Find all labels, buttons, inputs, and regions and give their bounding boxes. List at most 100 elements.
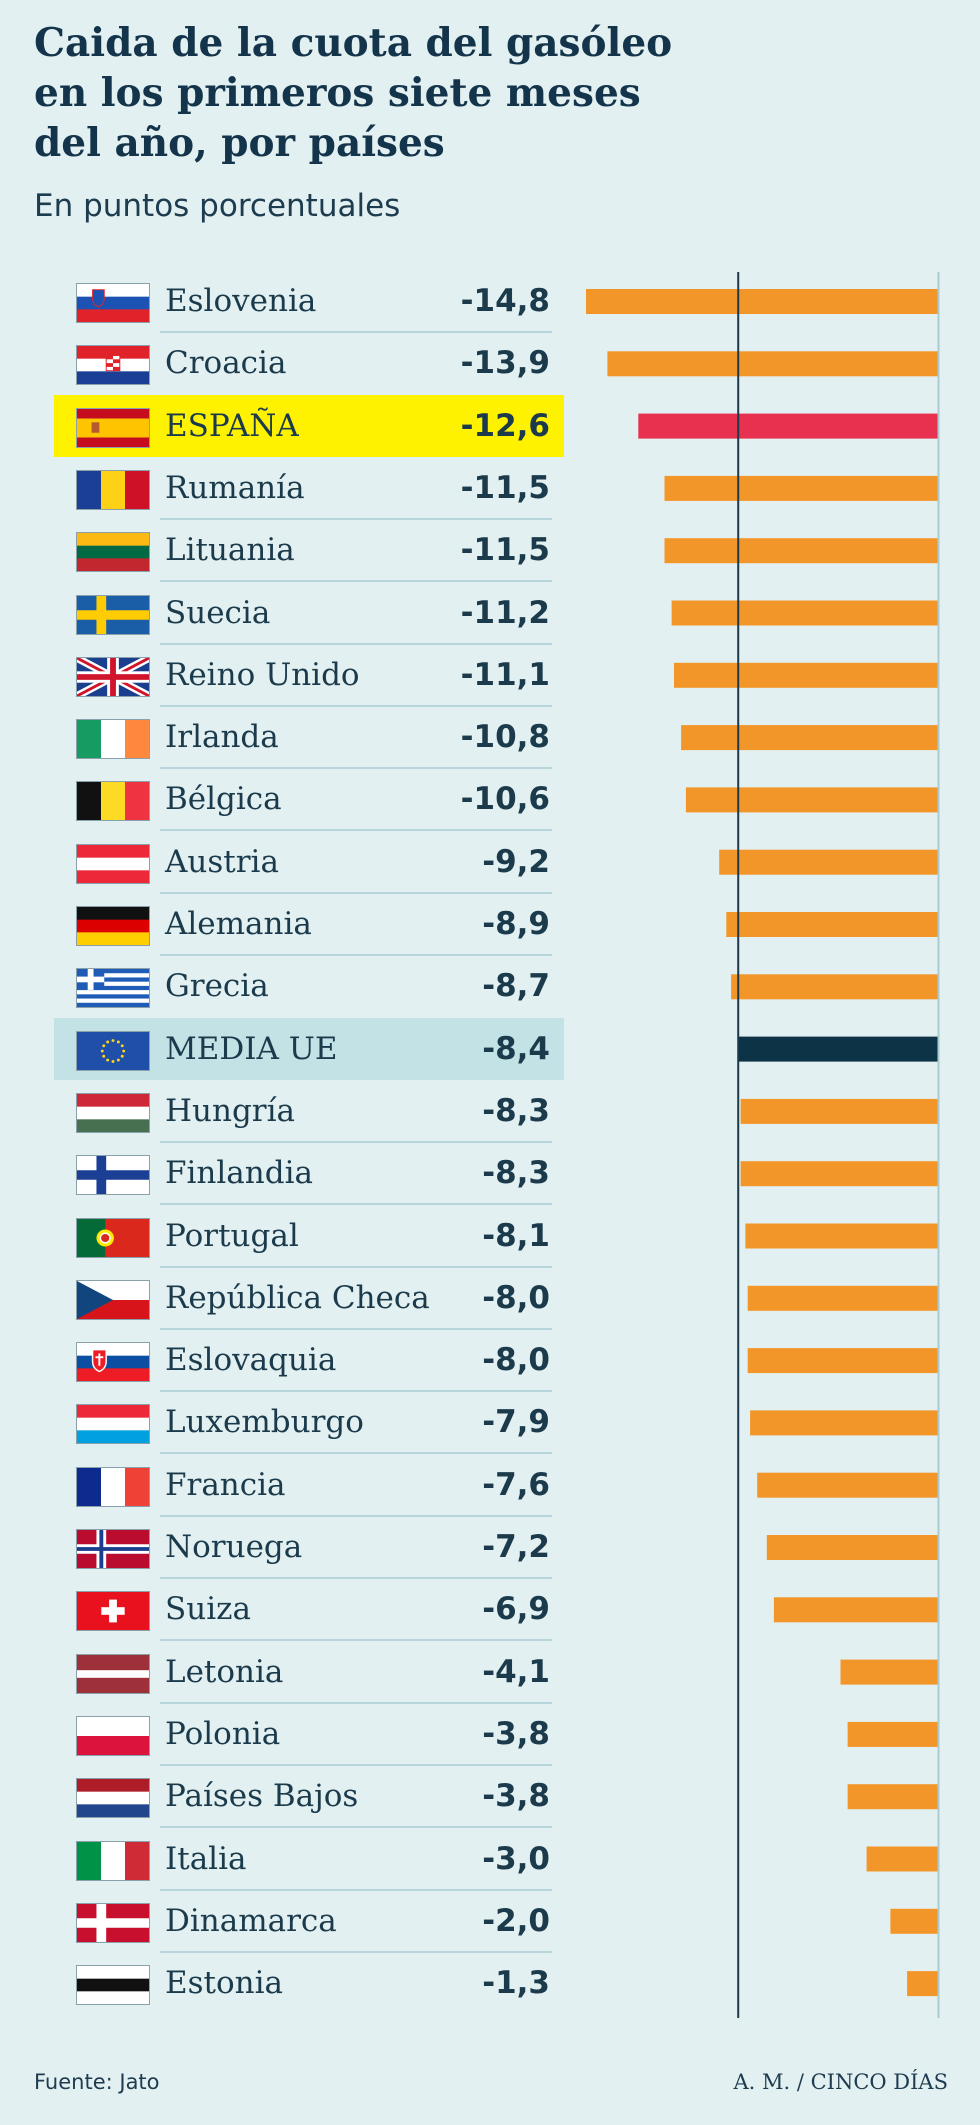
row-italia: Italia -3,0 [0, 1828, 980, 1891]
value-label: -3,8 [482, 1778, 550, 1815]
row-divider [160, 891, 552, 894]
country-label: Rumanía [165, 469, 305, 506]
row-suecia: Suecia -11,2 [0, 582, 980, 645]
bar-reino-unido [674, 662, 938, 688]
row-estonia: Estonia -1,3 [0, 1952, 980, 2014]
bar-espana [638, 413, 938, 439]
row-croacia: Croacia -13,9 [0, 332, 980, 394]
bar-estonia [907, 1971, 938, 1997]
value-label: -10,6 [460, 781, 550, 818]
row-francia: Francia -7,6 [0, 1454, 980, 1517]
france-flag-icon [76, 1466, 150, 1507]
value-label: -8,1 [482, 1217, 550, 1254]
sweden-flag-icon [76, 594, 150, 635]
row-reino-unido: Reino Unido -11,1 [0, 644, 980, 707]
value-label: -9,2 [482, 843, 550, 880]
row-portugal: Portugal -8,1 [0, 1205, 980, 1268]
bar-austria [719, 849, 938, 875]
country-label: Croacia [165, 345, 287, 382]
row-noruega: Noruega -7,2 [0, 1516, 980, 1579]
row-rumania: Rumanía -11,5 [0, 457, 980, 520]
row-divider [160, 1452, 552, 1455]
italy-flag-icon [76, 1840, 150, 1881]
row-divider [160, 1390, 552, 1393]
value-label: -11,2 [460, 594, 550, 631]
row-divider [160, 580, 552, 583]
row-belgica: Bélgica -10,6 [0, 768, 980, 832]
portugal-flag-icon [76, 1217, 150, 1258]
belgium-flag-icon [76, 781, 150, 822]
bar-media-ue [738, 1036, 938, 1062]
country-label: Reino Unido [165, 656, 360, 693]
bar-eslovaquia [747, 1348, 938, 1374]
row-austria: Austria -9,2 [0, 831, 980, 894]
row-divider [160, 954, 552, 956]
row-divider [160, 1888, 552, 1891]
country-label: ESPAÑA [165, 407, 299, 444]
row-polonia: Polonia -3,8 [0, 1703, 980, 1766]
value-label: -11,1 [460, 656, 550, 693]
bar-noruega [766, 1535, 938, 1560]
value-label: -8,3 [482, 1092, 550, 1129]
value-label: -2,0 [482, 1902, 550, 1939]
country-label: Austria [165, 843, 279, 880]
row-finlandia: Finlandia -8,3 [0, 1142, 980, 1206]
country-label: Países Bajos [165, 1778, 359, 1815]
bar-portugal [745, 1223, 938, 1249]
country-label: Dinamarca [165, 1902, 337, 1939]
country-label: Noruega [165, 1529, 303, 1565]
country-label: Letonia [165, 1653, 284, 1690]
czech-flag-icon [76, 1279, 150, 1320]
row-eslovaquia: Eslovaquia -8,0 [0, 1329, 980, 1393]
country-label: Irlanda [165, 719, 279, 756]
country-label: Grecia [165, 968, 269, 1005]
value-label: -11,5 [460, 469, 550, 506]
row-divider [160, 1826, 552, 1829]
croatia-flag-icon [76, 345, 150, 386]
value-label: -10,8 [460, 719, 550, 756]
bar-paises-bajos [847, 1784, 938, 1810]
value-label: -13,9 [460, 345, 550, 382]
row-suiza: Suiza -6,9 [0, 1578, 980, 1642]
netherlands-flag-icon [76, 1778, 150, 1819]
germany-flag-icon [76, 906, 150, 946]
country-label: República Checa [165, 1279, 430, 1316]
uk-flag-icon [76, 656, 150, 697]
row-divider [160, 1514, 552, 1517]
value-label: -8,9 [482, 906, 550, 942]
country-label: Eslovenia [165, 283, 317, 319]
bar-alemania [726, 912, 938, 937]
row-divider [160, 704, 552, 707]
bar-polonia [847, 1721, 938, 1747]
country-label: Polonia [165, 1715, 281, 1752]
country-label: Bélgica [165, 781, 282, 818]
latvia-flag-icon [76, 1653, 150, 1694]
row-divider [160, 642, 552, 645]
spain-flag-icon [76, 407, 150, 448]
row-divider [160, 1763, 552, 1766]
value-label: -4,1 [482, 1653, 550, 1690]
bar-dinamarca [890, 1908, 938, 1934]
value-label: -8,0 [482, 1279, 550, 1316]
country-label: Portugal [165, 1217, 299, 1254]
row-irlanda: Irlanda -10,8 [0, 706, 980, 770]
bar-letonia [840, 1659, 938, 1685]
bar-eslovenia [586, 289, 938, 314]
row-eslovenia: Eslovenia -14,8 [0, 270, 980, 333]
greece-flag-icon [76, 968, 150, 1009]
romania-flag-icon [76, 469, 150, 510]
value-label: -8,3 [482, 1155, 550, 1192]
row-divider [160, 1701, 552, 1704]
switzerland-flag-icon [76, 1591, 150, 1632]
row-republica-checa: República Checa -8,0 [0, 1267, 980, 1330]
denmark-flag-icon [76, 1902, 150, 1943]
bar-finlandia [740, 1161, 938, 1187]
hungary-flag-icon [76, 1092, 150, 1133]
value-label: -7,9 [482, 1404, 550, 1441]
bar-luxemburgo [750, 1410, 938, 1436]
value-label: -6,9 [482, 1591, 550, 1628]
credit-note: A. M. / CINCO DÍAS [733, 2070, 948, 2094]
value-label: -3,8 [482, 1715, 550, 1752]
value-label: -14,8 [460, 283, 550, 319]
